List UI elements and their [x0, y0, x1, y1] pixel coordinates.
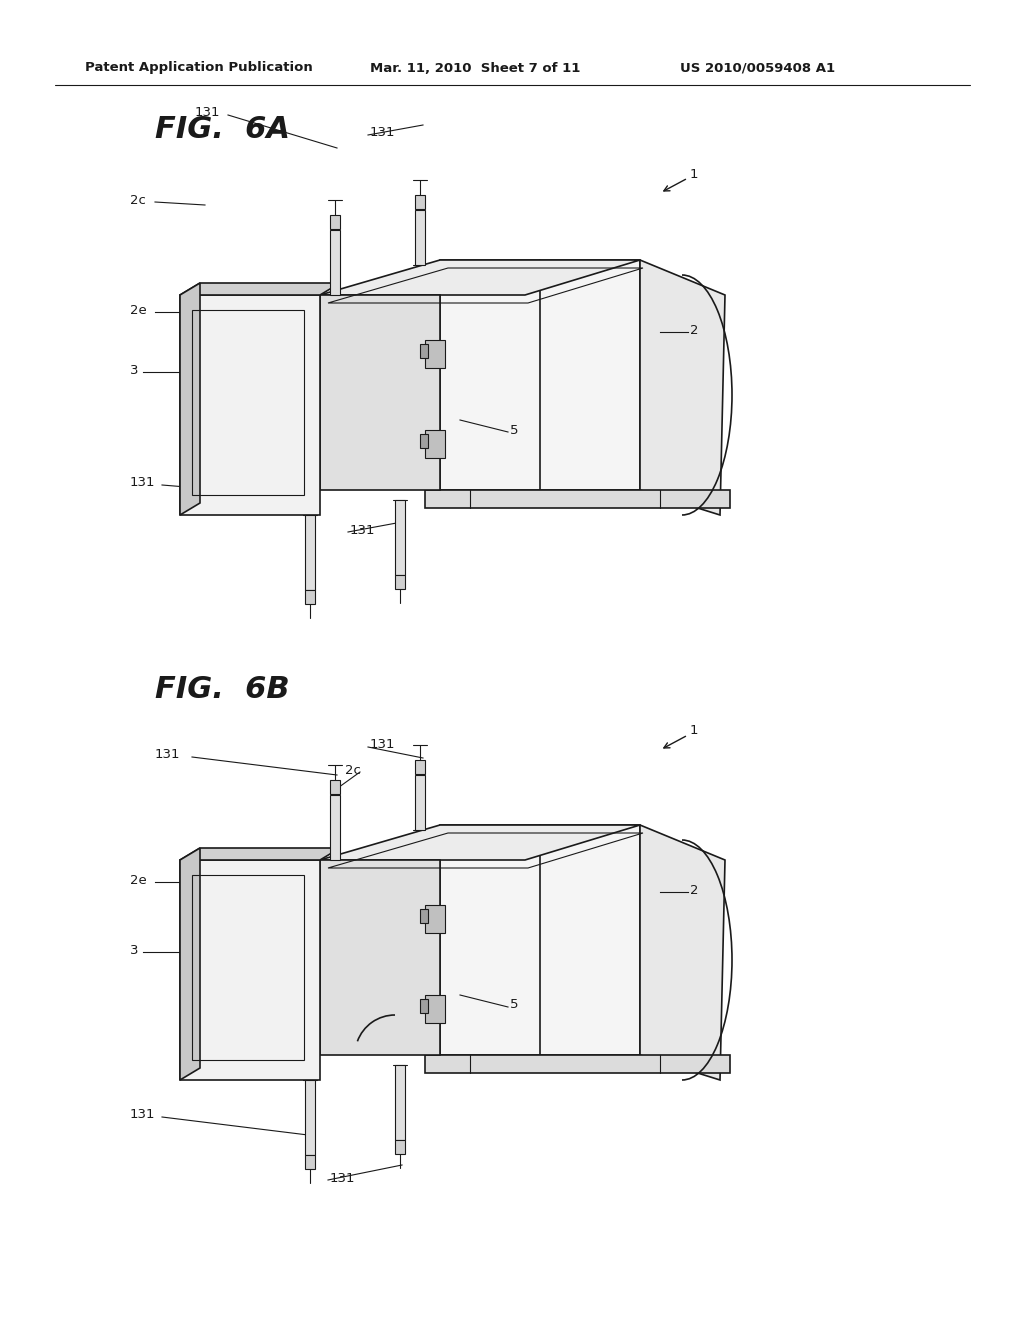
Polygon shape [319, 260, 640, 294]
Polygon shape [319, 825, 640, 861]
Text: 131: 131 [330, 1172, 355, 1184]
Polygon shape [319, 294, 440, 490]
Text: 1: 1 [690, 169, 698, 181]
Bar [420, 999, 428, 1012]
Text: 131: 131 [130, 477, 156, 490]
Bar [395, 576, 406, 589]
Text: 3: 3 [130, 363, 138, 376]
Bar [425, 995, 445, 1023]
Text: 2: 2 [690, 883, 698, 896]
Text: 2: 2 [690, 323, 698, 337]
Bar [425, 430, 445, 458]
Text: US 2010/0059408 A1: US 2010/0059408 A1 [680, 62, 836, 74]
Polygon shape [319, 861, 440, 1055]
Bar [415, 760, 425, 774]
Bar [330, 780, 340, 795]
Bar [330, 215, 340, 228]
Text: 5: 5 [510, 998, 518, 1011]
Text: 2e: 2e [130, 304, 146, 317]
Polygon shape [640, 825, 725, 1080]
Text: 131: 131 [370, 738, 395, 751]
Polygon shape [425, 490, 730, 508]
Polygon shape [180, 861, 319, 1080]
Bar [425, 341, 445, 368]
Bar [425, 906, 445, 933]
Polygon shape [425, 1055, 730, 1073]
Text: 2c: 2c [130, 194, 145, 206]
Text: 131: 131 [155, 748, 180, 762]
Bar [415, 195, 425, 209]
Bar [420, 345, 428, 358]
Polygon shape [440, 825, 640, 1055]
Text: 131: 131 [195, 107, 220, 120]
Polygon shape [180, 282, 340, 294]
Bar [305, 590, 315, 605]
Bar [330, 795, 340, 861]
Text: 131: 131 [130, 1109, 156, 1122]
Bar [305, 515, 315, 590]
Polygon shape [180, 282, 200, 515]
Bar [305, 1155, 315, 1170]
Text: Mar. 11, 2010  Sheet 7 of 11: Mar. 11, 2010 Sheet 7 of 11 [370, 62, 581, 74]
Polygon shape [180, 847, 200, 1080]
Bar [193, 875, 304, 1060]
Text: FIG.  6A: FIG. 6A [155, 116, 290, 144]
Polygon shape [180, 294, 319, 515]
Text: 131: 131 [350, 524, 376, 536]
Polygon shape [440, 260, 640, 490]
Text: 5: 5 [510, 424, 518, 437]
Bar [415, 775, 425, 830]
Bar [395, 500, 406, 576]
Text: Patent Application Publication: Patent Application Publication [85, 62, 312, 74]
Bar [420, 434, 428, 447]
Bar [305, 1080, 315, 1155]
Bar [415, 210, 425, 265]
Polygon shape [640, 260, 725, 515]
Bar [395, 1065, 406, 1140]
Text: 2c: 2c [345, 763, 360, 776]
Bar [420, 909, 428, 923]
Text: 131: 131 [370, 127, 395, 140]
Text: 2e: 2e [130, 874, 146, 887]
Text: FIG.  6B: FIG. 6B [155, 676, 290, 705]
Polygon shape [180, 847, 340, 861]
Bar [193, 310, 304, 495]
Bar [395, 1140, 406, 1154]
Text: 3: 3 [130, 944, 138, 957]
Text: 1: 1 [690, 723, 698, 737]
Bar [330, 230, 340, 294]
